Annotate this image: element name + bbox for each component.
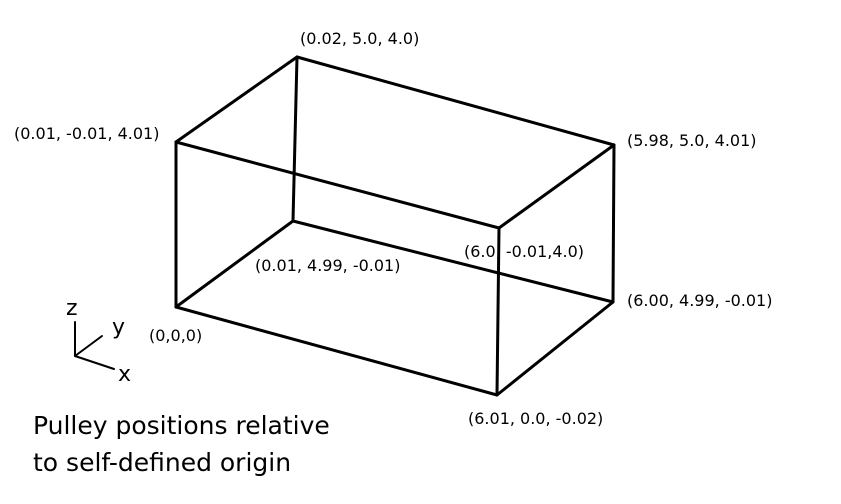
edge-x-to-xy <box>495 300 615 397</box>
label-x-end: (6.01, 0.0, -0.02) <box>468 409 603 428</box>
edge-y-to-origin <box>174 219 295 309</box>
label-xyz-top: (5.98, 5.0, 4.01) <box>627 131 757 150</box>
axis-indicator: z y x <box>66 296 131 387</box>
vertex-labels: (0,0,0) (6.01, 0.0, -0.02) (6.00, 4.99, … <box>14 29 772 428</box>
x-axis-label: x <box>118 362 131 387</box>
z-axis-label: z <box>66 296 78 321</box>
label-origin: (0,0,0) <box>149 326 202 345</box>
edge-x-to-xz <box>495 226 501 397</box>
box-edges <box>174 55 616 397</box>
label-z-top: (0.01, -0.01, 4.01) <box>14 124 159 143</box>
edge-yz-to-z <box>174 55 299 144</box>
label-xy-end: (6.00, 4.99, -0.01) <box>627 291 772 310</box>
edge-xz-to-xyz <box>497 143 616 230</box>
label-y-end: (0.01, 4.99, -0.01) <box>255 256 400 275</box>
label-xz-top: (6.0, -0.01,4.0) <box>464 242 584 261</box>
edge-y-to-yz <box>291 55 299 223</box>
edge-origin-to-x <box>174 305 499 397</box>
edge-xy-to-xyz <box>611 143 616 304</box>
caption-line-1: Pulley positions relative <box>33 411 330 440</box>
edge-xyz-to-yz <box>295 55 616 147</box>
edge-xy-to-y <box>291 219 615 304</box>
x-axis-line <box>74 355 115 370</box>
caption: Pulley positions relative to self-define… <box>33 407 330 481</box>
y-axis-line <box>74 335 103 357</box>
caption-line-2: to self-defined origin <box>33 448 292 477</box>
y-axis-label: y <box>112 315 125 340</box>
edge-z-to-xz <box>174 140 501 230</box>
label-yz-top: (0.02, 5.0, 4.0) <box>300 29 419 48</box>
